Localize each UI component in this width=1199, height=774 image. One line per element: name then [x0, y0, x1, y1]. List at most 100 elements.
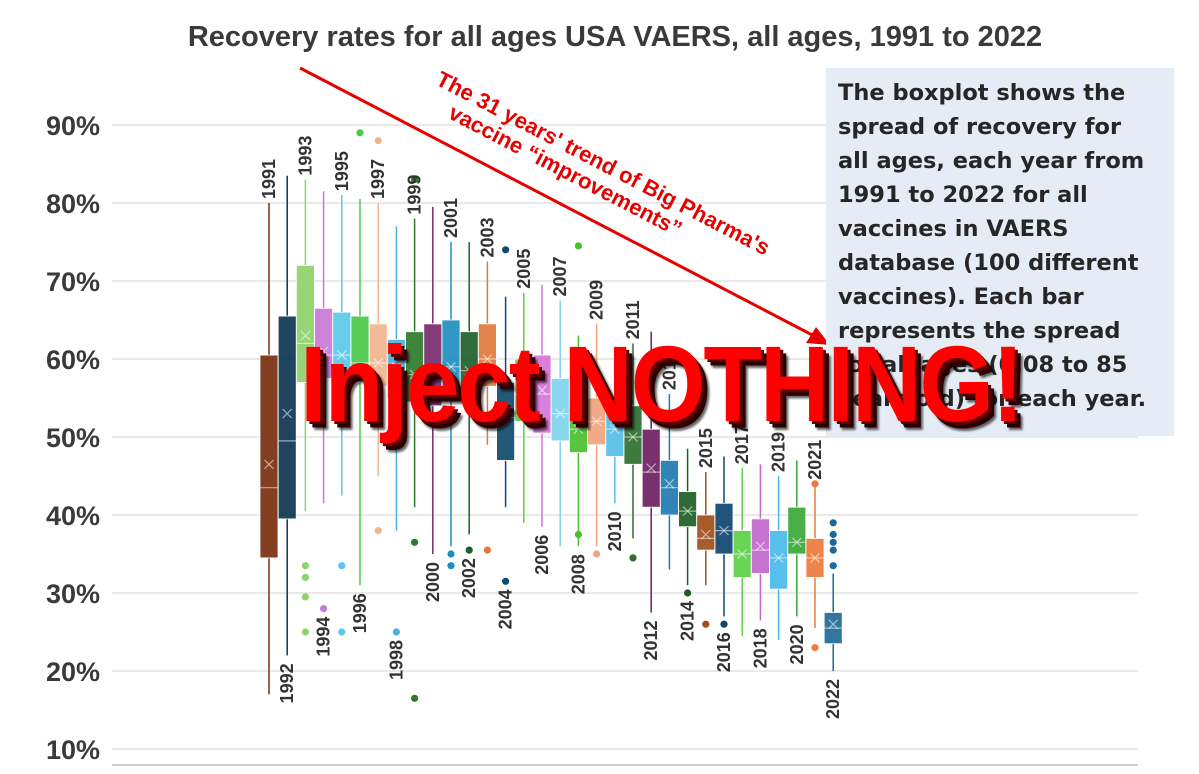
outlier-point [811, 644, 819, 652]
outlier-point [356, 129, 364, 137]
box-body [678, 491, 697, 528]
y-tick-label: 60% [46, 345, 100, 375]
year-label: 2017 [732, 424, 752, 464]
box-2021: 2021 [805, 440, 825, 652]
year-label: 2005 [514, 249, 534, 289]
box-series: 1991 1992 1993 1994 1995 1996 1997 1998 1999 2000… [259, 129, 843, 719]
box-body [259, 354, 279, 559]
box-1993: 1993 [295, 136, 315, 636]
mean-marker [355, 365, 365, 376]
year-label: 2014 [678, 601, 698, 641]
box-body [477, 323, 497, 387]
mean-marker [555, 408, 566, 419]
box-2013: 2013 [659, 350, 679, 570]
year-label: 2007 [550, 256, 570, 296]
mean-marker [518, 385, 529, 396]
box-2011: 2011 [623, 300, 643, 562]
mean-marker [791, 537, 802, 548]
mean-marker [318, 346, 329, 357]
mean-marker [427, 369, 438, 380]
box-1996: 1996 [350, 129, 370, 633]
year-label: 2002 [459, 558, 479, 598]
y-tick-label: 30% [46, 579, 100, 609]
mean-marker [810, 552, 820, 563]
box-2008: 2008 [568, 242, 588, 594]
outlier-point [301, 593, 309, 601]
year-label: 2000 [423, 562, 443, 602]
y-tick-label: 20% [46, 657, 100, 687]
year-label: 1991 [259, 159, 279, 199]
year-label: 2011 [623, 300, 643, 339]
year-label: 2020 [787, 624, 807, 664]
box-2010: 2010 [605, 355, 625, 551]
outlier-point [392, 628, 400, 636]
box-1994: 1994 [314, 191, 334, 657]
mean-marker [719, 525, 729, 536]
year-label: 2013 [659, 350, 679, 390]
mean-marker [737, 549, 748, 559]
outlier-point [574, 242, 583, 250]
mean-marker [609, 424, 620, 435]
mean-marker [391, 361, 402, 372]
box-2017: 2017 [732, 424, 752, 636]
outlier-point [301, 573, 309, 582]
box-2004: 2004 [496, 246, 516, 629]
y-tick-label: 70% [46, 267, 100, 297]
mean-marker [628, 432, 638, 442]
outlier-point [338, 562, 346, 570]
box-2015: 2015 [696, 428, 716, 628]
box-2022: 2022 [823, 519, 843, 719]
year-label: 2009 [587, 280, 607, 320]
box-2014: 2014 [678, 448, 698, 641]
overlay-slogan: Inject NOTHING! [300, 324, 1024, 445]
year-label: 1997 [368, 159, 388, 199]
mean-marker [755, 541, 766, 552]
year-label: 1992 [277, 663, 297, 703]
mean-marker [464, 365, 475, 376]
y-tick-label: 80% [46, 189, 100, 219]
year-label: 1995 [332, 151, 352, 191]
outlier-point [465, 546, 473, 554]
chart-title: Recovery rates for all ages USA VAERS, a… [188, 21, 1042, 53]
year-label: 2001 [441, 198, 461, 238]
year-label: 2012 [641, 621, 661, 661]
mean-marker [664, 478, 675, 489]
mean-marker [300, 330, 311, 341]
outlier-point [811, 480, 819, 488]
mean-marker [409, 369, 420, 380]
year-label: 2004 [496, 589, 516, 629]
box-2012: 2012 [641, 331, 661, 661]
outlier-point [574, 530, 583, 539]
y-tick-label: 40% [46, 501, 100, 531]
year-label: 1998 [386, 640, 406, 680]
box-2019: 2019 [769, 432, 789, 640]
y-axis: 10% 20% 30% 40% 50% 60% 70% 80% 90% [46, 111, 100, 765]
year-label: 1994 [314, 617, 334, 657]
outlier-point [483, 546, 491, 554]
y-tick-label: 10% [46, 735, 100, 765]
box-2007: 2007 [550, 256, 570, 547]
outlier-point [502, 577, 510, 585]
year-label: 1996 [350, 593, 370, 633]
box-1992: 1992 [277, 175, 297, 703]
mean-marker [537, 385, 547, 396]
box-2009: 2009 [587, 280, 607, 558]
box-2018: 2018 [750, 464, 770, 668]
outlier-point [593, 550, 601, 558]
year-label: 1993 [295, 136, 315, 176]
mean-marker [773, 552, 784, 563]
mean-marker [373, 357, 384, 368]
year-label: 2008 [568, 554, 588, 594]
outlier-point [829, 562, 837, 570]
outlier-point [301, 628, 309, 636]
outlier-point [374, 527, 382, 535]
mean-marker [573, 424, 584, 435]
year-label: 2015 [696, 428, 716, 468]
outlier-point [447, 550, 455, 558]
box-2006: 2006 [532, 284, 552, 575]
box-2002: 2002 [459, 242, 479, 598]
box-1999: 1999 [405, 175, 425, 702]
y-tick-label: 50% [46, 423, 100, 453]
